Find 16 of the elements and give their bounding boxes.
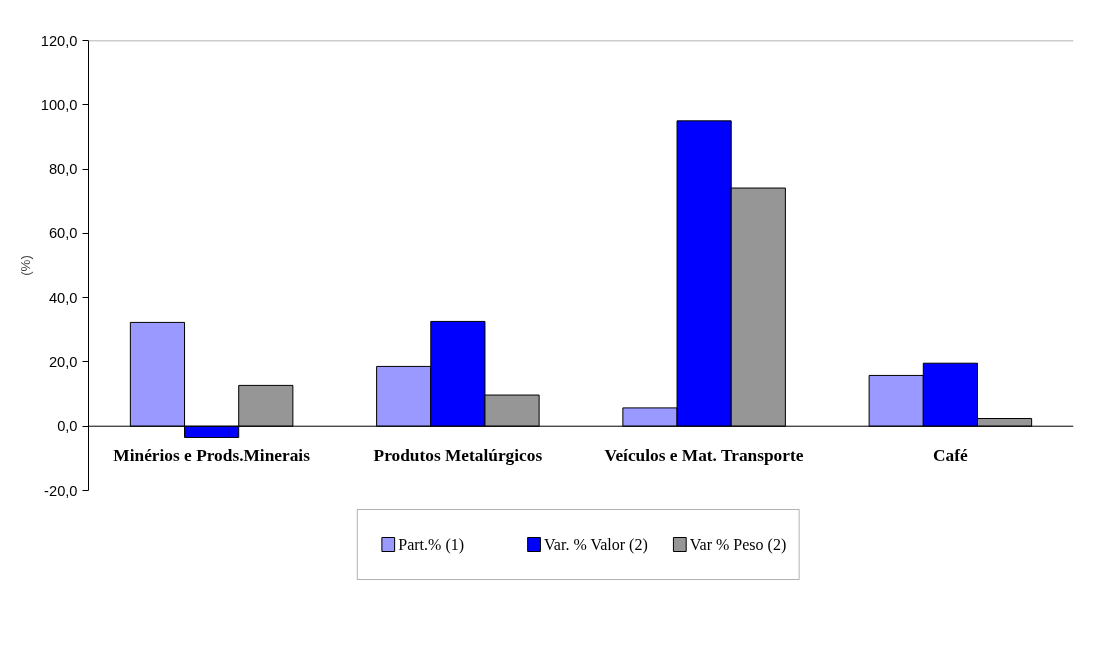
y-tick-label: 0,0 xyxy=(57,418,78,435)
y-tick-label: -20,0 xyxy=(44,482,78,499)
x-tick-label: Veículos e Mat. Transporte xyxy=(604,446,804,466)
x-tick-label: Minérios e Prods.Minerais xyxy=(113,446,311,466)
y-tick-label: 60,0 xyxy=(48,225,78,242)
legend-label: Part.% (1) xyxy=(398,536,465,554)
x-tick-label: Café xyxy=(933,446,968,466)
y-tick-label: 100,0 xyxy=(40,96,78,113)
y-tick-label: 80,0 xyxy=(48,161,78,178)
y-tick-label: 40,0 xyxy=(48,289,78,306)
legend-label: Var. % Valor (2) xyxy=(544,536,648,554)
y-axis-title: (%) xyxy=(17,255,33,276)
y-tick-label: 120,0 xyxy=(40,32,78,49)
y-tick-label: 20,0 xyxy=(48,353,78,370)
x-tick-label: Produtos Metalúrgicos xyxy=(373,446,543,466)
legend-label: Var % Peso (2) xyxy=(689,536,787,554)
